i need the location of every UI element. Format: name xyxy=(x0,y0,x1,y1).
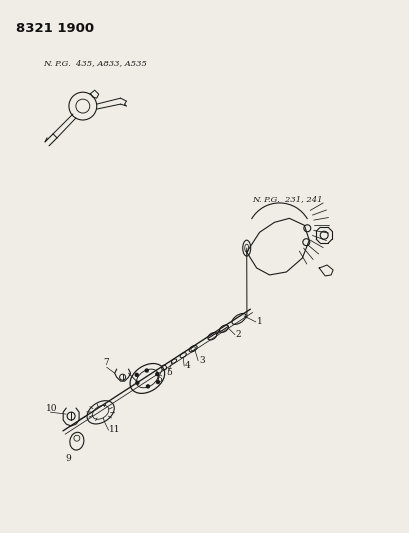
Text: N. P.G.  435, A833, A535: N. P.G. 435, A833, A535 xyxy=(43,59,146,67)
Text: 11: 11 xyxy=(108,425,120,434)
Text: 6: 6 xyxy=(156,375,162,384)
Text: 9: 9 xyxy=(65,454,70,463)
Circle shape xyxy=(135,373,138,376)
Circle shape xyxy=(146,385,149,388)
Text: 2: 2 xyxy=(235,329,241,338)
Text: 5: 5 xyxy=(166,368,171,377)
Text: 3: 3 xyxy=(199,356,204,365)
Text: 8321 1900: 8321 1900 xyxy=(16,22,94,35)
Text: 4: 4 xyxy=(185,361,191,370)
Text: 1: 1 xyxy=(256,317,262,326)
Circle shape xyxy=(145,369,148,372)
Text: 7: 7 xyxy=(103,358,108,367)
Text: 10: 10 xyxy=(46,404,58,413)
Text: N. P.G.  231, 241: N. P.G. 231, 241 xyxy=(251,196,321,204)
Circle shape xyxy=(156,381,159,384)
Circle shape xyxy=(135,381,139,384)
Circle shape xyxy=(155,373,158,376)
